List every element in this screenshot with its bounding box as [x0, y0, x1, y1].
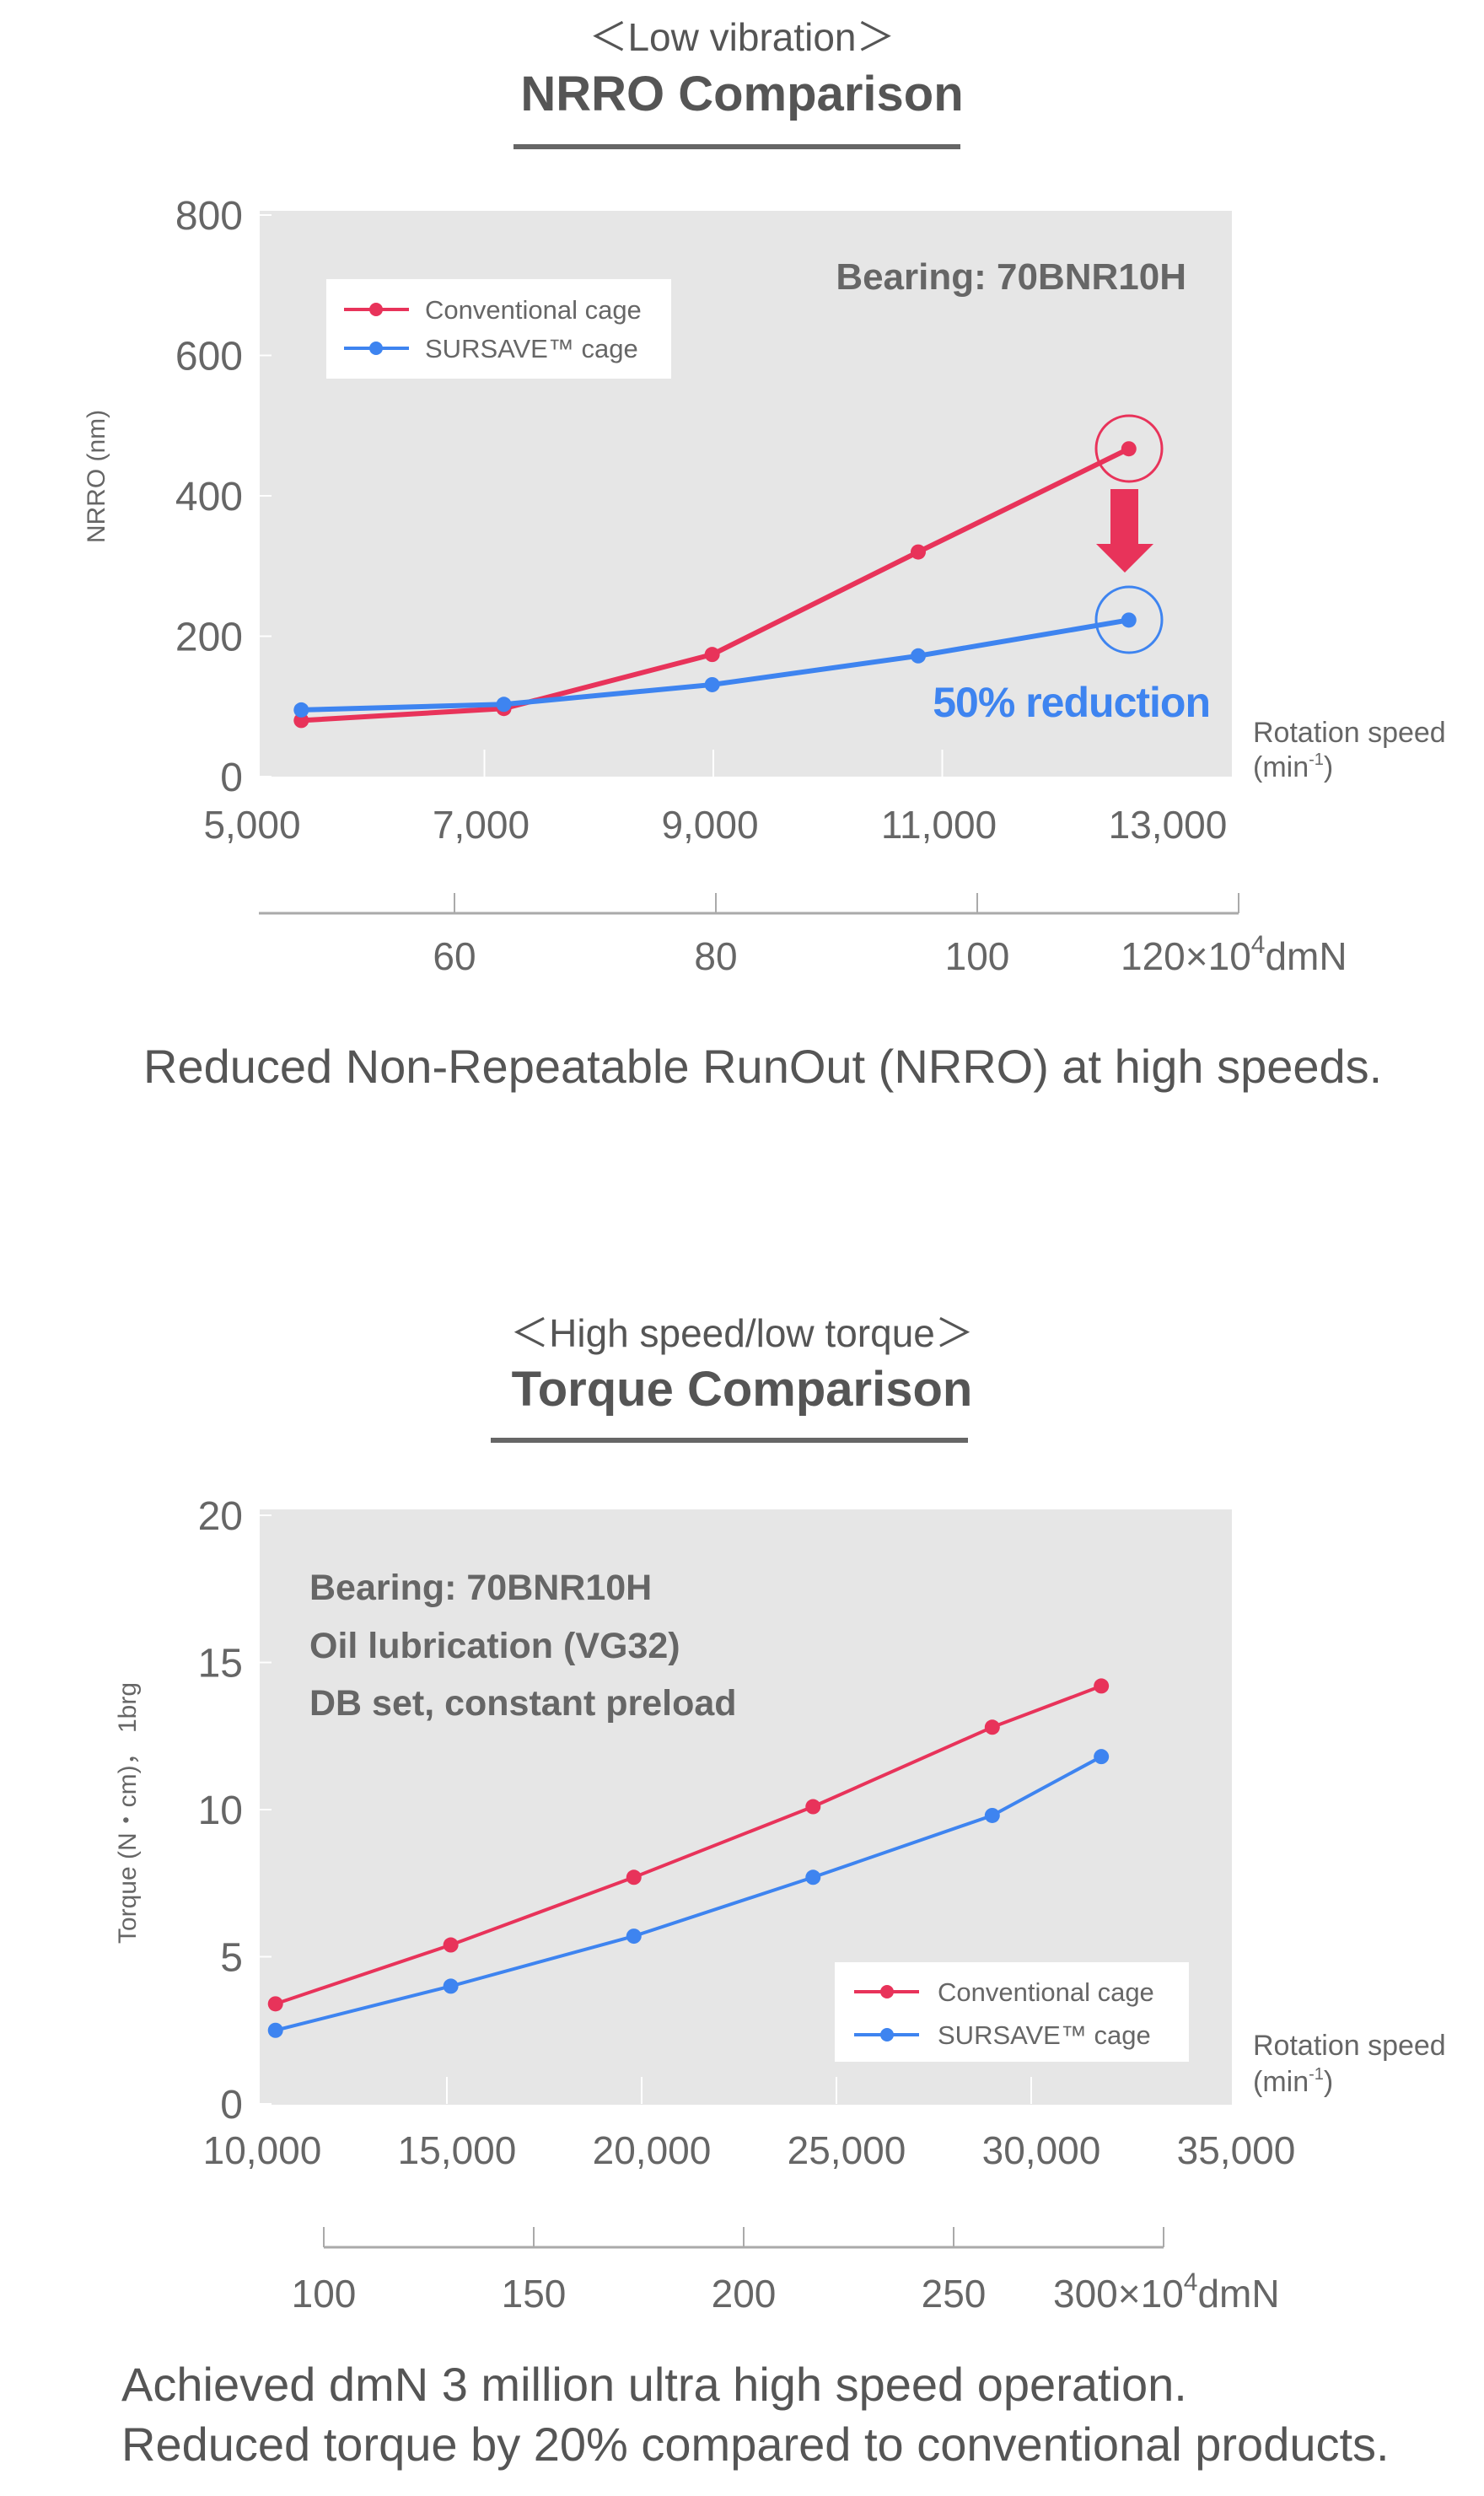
nrro-caption: Reduced Non-Repeatable RunOut (NRRO) at …: [143, 1040, 1383, 1093]
y-tick-label: 0: [220, 756, 243, 800]
y-tick-label: 10: [198, 1789, 243, 1833]
data-point-sursave: [267, 2022, 283, 2038]
secondary-tick-label: 150: [502, 2272, 567, 2316]
annotation-bearing: Bearing: 70BNR10H: [309, 1568, 652, 1608]
y-tick-label: 15: [198, 1642, 243, 1686]
torque-title: Torque Comparison: [511, 1362, 973, 1417]
secondary-tick-label: 250: [922, 2272, 987, 2316]
legend-conventional-marker: [880, 1985, 894, 1998]
annotation-lubrication: Oil lubrication (VG32): [309, 1626, 680, 1666]
secondary-tick-label: 60: [433, 934, 476, 978]
x-tick-label: 7,000: [433, 803, 530, 847]
data-point-conventional: [267, 1996, 283, 2012]
x-tick-label: 11,000: [881, 803, 997, 847]
x-tick-label: 30,000: [982, 2128, 1101, 2172]
y-tick-label: 400: [175, 475, 243, 519]
legend-sursave-marker: [369, 342, 383, 355]
x-tick-label: 15,000: [398, 2128, 517, 2172]
data-point-sursave: [805, 1869, 821, 1885]
legend-conventional-label: Conventional cage: [425, 295, 642, 325]
torque-caption-line-2: Reduced torque by 20% compared to conven…: [121, 2418, 1390, 2471]
y-tick-label: 200: [175, 616, 243, 660]
data-point-conventional: [1121, 441, 1137, 457]
x-tick-label: 13,000: [1109, 803, 1228, 847]
secondary-tick-label-with-unit: 120×104dmN: [1121, 931, 1347, 978]
y-tick-label: 20: [198, 1494, 243, 1539]
x-tick-label: 5,000: [203, 803, 300, 847]
legend-sursave-marker: [880, 2028, 894, 2041]
data-point-sursave: [1121, 612, 1137, 628]
y-tick-label: 800: [175, 194, 243, 239]
y-axis-label: Torque (N・cm)， 1brg: [114, 1682, 142, 1944]
highlight-circle-conventional: [1094, 414, 1164, 483]
torque-caption-line-1: Achieved dmN 3 million ultra high speed …: [121, 2358, 1187, 2411]
x-axis-label: Rotation speed: [1253, 717, 1446, 749]
torque-chart: 0 5 10 15 20 10,000 15,000 20,000 25,000 30,000 3…: [114, 1494, 1446, 2316]
legend-conventional-marker: [369, 303, 383, 316]
legend-box: [326, 279, 671, 379]
legend: Conventional cage SURSAVE™ cage: [326, 279, 671, 379]
highlight-circle-sursave: [1094, 585, 1164, 654]
data-point-conventional: [293, 713, 309, 729]
y-tick-label: 0: [220, 2083, 243, 2128]
y-tick-label: 5: [220, 1936, 243, 1981]
secondary-tick-label-with-unit: 300×104dmN: [1053, 2268, 1280, 2316]
legend-sursave-label: SURSAVE™ cage: [938, 2020, 1151, 2050]
nrro-chart: 0 200 400 600 800 5,000 7,000 9,000 11,000 13,00…: [83, 194, 1446, 978]
secondary-tick-label: 80: [694, 934, 737, 978]
data-point-sursave: [443, 1978, 459, 1994]
x-tick-label: 10,000: [203, 2128, 322, 2172]
nrro-title: NRRO Comparison: [520, 67, 964, 121]
data-point-sursave: [626, 1928, 642, 1945]
title-underline: [491, 1438, 968, 1443]
legend-box: [835, 1962, 1189, 2062]
secondary-tick-label: 200: [712, 2272, 777, 2316]
x-tick-label: 9,000: [661, 803, 758, 847]
secondary-tick-label: 100: [292, 2272, 357, 2316]
y-tick-label: 600: [175, 335, 243, 379]
x-tick-label: 25,000: [788, 2128, 906, 2172]
annotation-preload: DB set, constant preload: [309, 1683, 737, 1724]
legend-conventional-label: Conventional cage: [938, 1977, 1154, 2007]
data-point-sursave: [1094, 1749, 1110, 1765]
data-point-sursave: [984, 1807, 1000, 1823]
data-point-conventional: [626, 1869, 642, 1885]
title-underline: [513, 144, 960, 149]
reduction-callout: 50% reduction: [933, 679, 1210, 726]
arrow-down-icon: [1096, 489, 1153, 573]
legend: Conventional cage SURSAVE™ cage: [835, 1962, 1189, 2062]
data-point-sursave: [293, 702, 309, 718]
torque-subtitle: ＜High speed/low torque＞: [510, 1311, 974, 1355]
data-point-sursave: [704, 676, 720, 692]
data-point-conventional: [1094, 1678, 1110, 1694]
x-axis-label: Rotation speed: [1253, 2030, 1446, 2062]
x-axis-unit: (min-1): [1253, 750, 1333, 783]
data-point-sursave: [496, 697, 512, 713]
series-line-conventional: [275, 1684, 1102, 2006]
x-tick-label: 35,000: [1177, 2128, 1296, 2172]
legend-sursave-label: SURSAVE™ cage: [425, 334, 638, 363]
data-point-conventional: [910, 544, 926, 560]
bearing-annotation: Bearing: 70BNR10H: [836, 256, 1186, 298]
x-tick-label: 20,000: [593, 2128, 712, 2172]
series-line-sursave: [275, 1755, 1103, 2032]
y-axis-label: NRRO (nm): [83, 410, 110, 543]
data-point-conventional: [984, 1719, 1000, 1735]
data-point-conventional: [805, 1799, 821, 1815]
secondary-tick-label: 100: [945, 934, 1010, 978]
nrro-subtitle: ＜Low vibration＞: [589, 15, 895, 59]
data-point-conventional: [704, 647, 720, 663]
data-point-sursave: [910, 648, 926, 664]
data-point-conventional: [443, 1937, 459, 1953]
x-axis-unit: (min-1): [1253, 2065, 1333, 2098]
